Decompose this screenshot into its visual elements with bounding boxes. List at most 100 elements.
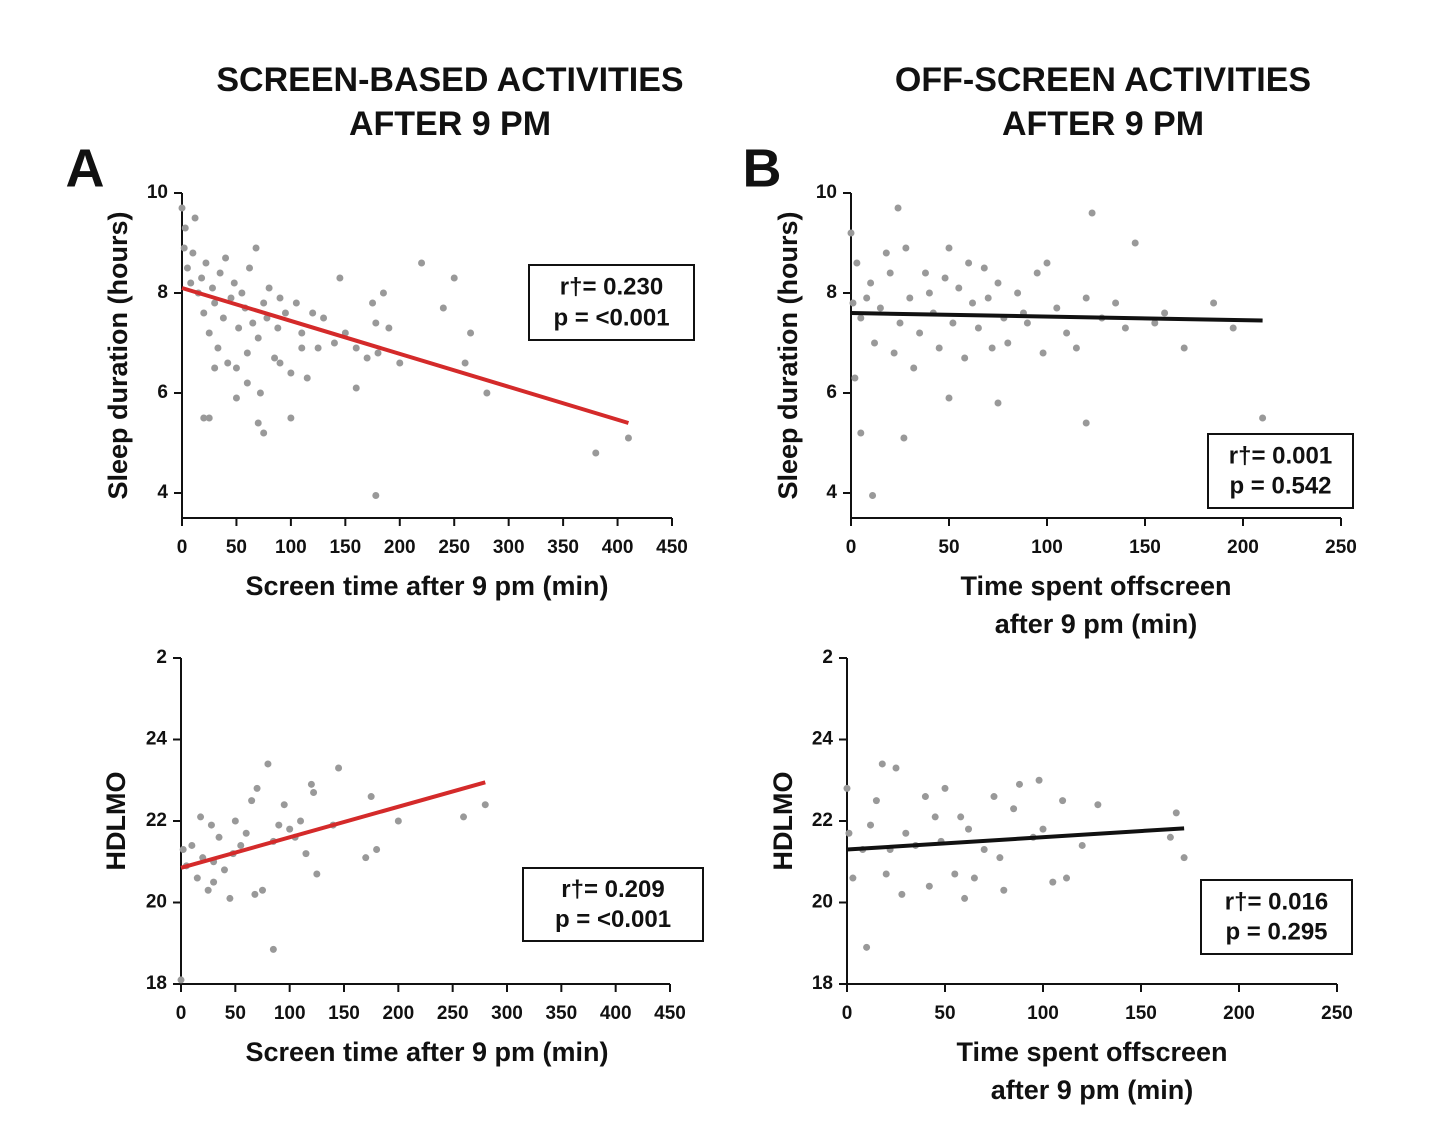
x-tick-label: 200 [1227,537,1259,558]
point [1059,797,1067,805]
column-title: AFTER 9 PM [349,105,551,143]
point [253,784,261,792]
point [945,394,953,402]
point [843,784,851,792]
point [1033,269,1041,277]
point [179,846,187,854]
x-tick-label: 150 [1125,1003,1157,1024]
point [352,384,360,392]
y-tick-label: 2 [156,647,167,668]
x-tick-label: 350 [547,537,579,558]
point [276,359,284,367]
stats-text: p = 0.295 [1225,919,1327,946]
point [941,274,949,282]
point [624,434,632,442]
stats-text: p = 0.542 [1229,473,1331,500]
point [274,324,282,332]
y-tick-label: 4 [157,482,168,503]
x-tick-label: 150 [328,1003,360,1024]
point [902,244,910,252]
point [994,279,1002,287]
point [921,793,929,801]
point [260,299,268,307]
point [372,492,380,499]
point [1078,841,1086,849]
point [313,870,321,878]
point [336,274,344,282]
x-tick-label: 100 [1031,537,1063,558]
point [211,299,219,307]
point [869,492,877,499]
point [264,760,272,768]
point [1094,801,1102,809]
point [231,817,239,825]
point [900,434,908,442]
y-tick-label: 6 [157,382,168,403]
trend-line [180,780,486,870]
point [969,299,977,307]
point [1053,304,1061,312]
stats-text: r†= 0.209 [561,876,664,903]
x-tick-label: 250 [1325,537,1357,558]
point [286,825,294,833]
point [996,854,1004,862]
point [200,309,208,317]
point [271,354,279,362]
column-title: OFF-SCREEN ACTIVITIES [895,61,1311,99]
point [204,886,212,894]
stats-text: p = <0.001 [553,304,669,331]
point [298,329,306,337]
point [259,886,266,894]
point [216,269,224,277]
x-tick-label: 300 [493,537,525,558]
point [215,833,223,841]
y-tick-label: 20 [146,892,167,913]
point [857,314,865,322]
point [177,976,185,984]
point [931,813,939,821]
point [1180,344,1188,352]
point [461,359,469,367]
point [845,829,853,837]
point [1082,294,1090,302]
point [949,319,957,327]
stats-box [522,867,704,942]
x-tick-label: 250 [1321,1003,1353,1024]
point [867,279,875,287]
point [1039,825,1047,833]
x-tick-label: 100 [275,537,307,558]
y-tick-label: 2 [822,647,833,668]
x-tick-label: 100 [1027,1003,1059,1024]
y-tick-label: 10 [816,182,837,203]
point [200,414,208,422]
stats-box [1200,879,1353,955]
point [394,817,402,825]
point [205,414,213,422]
y-tick-label: 8 [157,282,168,303]
point [1049,878,1057,886]
point [857,429,865,437]
point [1039,349,1047,357]
trend-line [850,311,1263,323]
y-tick-label: 6 [826,382,837,403]
point [849,874,857,882]
point [298,344,306,352]
x-tick-label: 200 [382,1003,414,1024]
point [260,429,268,437]
x-tick-label: 200 [384,537,416,558]
point [906,294,914,302]
point [198,274,206,282]
y-tick-label: 20 [812,892,833,913]
y-tick-label: 4 [826,482,837,503]
point [935,344,943,352]
x-axis-label: Time spent offscreen [956,1037,1227,1067]
stats-text: r†= 0.016 [1225,888,1328,915]
point [965,259,973,267]
point [439,304,447,312]
y-tick-label: 18 [146,973,167,994]
point [925,882,933,890]
point [281,309,289,317]
point [276,294,284,302]
x-axis-label: Screen time after 9 pm (min) [245,1037,608,1067]
